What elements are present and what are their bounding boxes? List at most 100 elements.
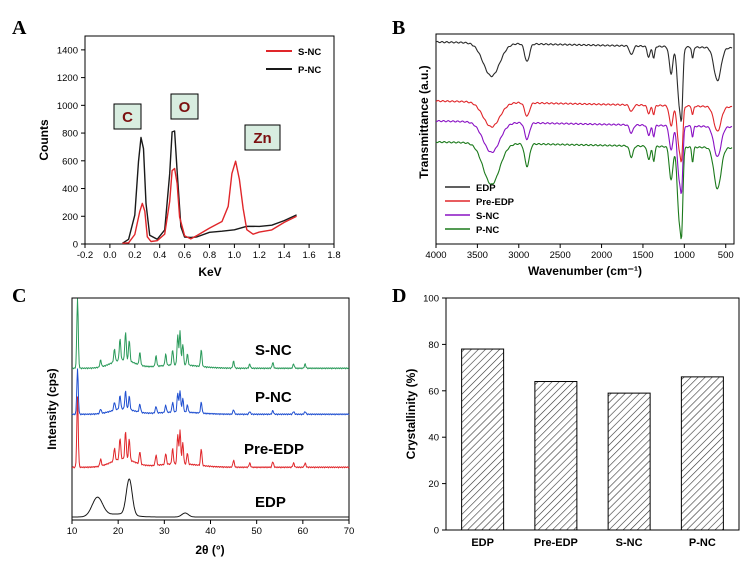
- b-x-tick-label: 4000: [425, 250, 446, 261]
- bar-category-label: EDP: [471, 537, 494, 549]
- d-y-tick-label: 100: [423, 294, 439, 305]
- a-x-tick-label: 1.6: [302, 250, 315, 261]
- d-y-tick-label: 60: [428, 386, 439, 397]
- c-x-tick-label: 70: [344, 526, 355, 537]
- peak-label-o: O: [179, 99, 191, 116]
- a-x-tick-label: 0.6: [178, 250, 191, 261]
- peak-box-o: [170, 93, 199, 120]
- panel-b-series-lines: [435, 40, 733, 240]
- panel-a-y-axis-title: Counts: [37, 119, 51, 161]
- c-x-tick-label: 60: [298, 526, 309, 537]
- crystallinity-bar: [534, 381, 578, 531]
- panel-d-y-ticks: 0 20 40 60 80 100: [423, 294, 446, 537]
- bar-category-label: Pre-EDP: [534, 537, 578, 549]
- a-y-tick-label: 1200: [57, 73, 78, 84]
- eds-line-snc: [122, 160, 297, 244]
- xrd-line-pnc: [71, 368, 350, 416]
- ftir-line-snc: [435, 119, 733, 195]
- panel-a-frame: [84, 35, 335, 245]
- a-x-tick-label: 0.2: [128, 250, 141, 261]
- panel-d-bars: EDP Pre-EDP S-NC P-NC: [461, 348, 724, 549]
- panel-c-x-ticks: 10 20 30 40 50 60 70: [67, 520, 355, 537]
- panel-c-xrd: 10 20 30 40 50 60 70 2θ (°) Intensity (cps) S-…: [45, 297, 355, 557]
- xrd-label-pnc: P-NC: [255, 389, 292, 406]
- a-x-tick-label: 1.2: [253, 250, 266, 261]
- panel-a-x-ticks: -0.2 0.0 0.2 0.4 0.6 0.8 1.0 1.2 1.4 1.6 1.8: [77, 244, 341, 261]
- peak-box-zn: [244, 124, 281, 151]
- panel-a-eds: -0.2 0.0 0.2 0.4 0.6 0.8 1.0 1.2 1.4 1.6 1.8 0 200 4…: [37, 35, 341, 279]
- crystallinity-bar: [461, 348, 505, 531]
- legend-b-label-snc: S-NC: [476, 211, 499, 222]
- bar-category-label: P-NC: [689, 537, 716, 549]
- crystallinity-bar: [680, 376, 724, 531]
- a-x-tick-label: 1.4: [278, 250, 291, 261]
- panel-c-series-lines: [71, 298, 350, 518]
- legend-b-label-pnc: P-NC: [476, 225, 499, 236]
- a-x-tick-label: 0.8: [203, 250, 216, 261]
- panel-c-x-axis-title: 2θ (°): [195, 543, 224, 557]
- panel-a-x-axis-title: KeV: [198, 265, 221, 279]
- xrd-label-pre-edp: Pre-EDP: [244, 441, 304, 458]
- panel-b-x-ticks: 4000 3500 3000 2500 2000 1500 1000 500: [425, 244, 734, 261]
- b-x-tick-label: 3500: [467, 250, 488, 261]
- a-y-tick-label: 1000: [57, 101, 78, 112]
- xrd-line-snc: [71, 298, 349, 370]
- panel-d-frame: [445, 297, 740, 531]
- peak-label-zn: Zn: [253, 130, 271, 147]
- ftir-line-pnc: [435, 140, 733, 240]
- panel-b-ftir: 4000 3500 3000 2500 2000 1500 1000 500 Wavenumb…: [417, 33, 735, 278]
- panel-d-crystallinity: 0 20 40 60 80 100 EDP Pre-EDP S-NC P-NC Crystall…: [404, 294, 740, 549]
- d-y-tick-label: 0: [434, 526, 439, 537]
- a-y-tick-label: 1400: [57, 45, 78, 56]
- legend-b-label-pre-edp: Pre-EDP: [476, 197, 515, 208]
- panel-letter-d: D: [392, 285, 406, 307]
- a-y-tick-label: 800: [62, 129, 78, 140]
- ftir-line-pre-edp: [435, 99, 733, 163]
- panel-a-y-ticks: 0 200 400 600 800 1000 1200 1400: [57, 45, 85, 251]
- a-x-tick-label: -0.2: [77, 250, 93, 261]
- panel-a-series-lines: [122, 130, 297, 244]
- b-x-tick-label: 1000: [674, 250, 695, 261]
- a-x-tick-label: 1.0: [228, 250, 241, 261]
- c-x-tick-label: 40: [205, 526, 216, 537]
- d-y-tick-label: 40: [428, 433, 439, 444]
- eds-line-pnc: [122, 130, 297, 244]
- c-x-tick-label: 10: [67, 526, 78, 537]
- peak-label-c: C: [122, 109, 133, 126]
- d-y-tick-label: 80: [428, 340, 439, 351]
- b-x-tick-label: 2000: [591, 250, 612, 261]
- xrd-label-snc: S-NC: [255, 342, 292, 359]
- d-y-tick-label: 20: [428, 479, 439, 490]
- legend-a-label-pnc: P-NC: [298, 65, 321, 76]
- panel-b-x-axis-title: Wavenumber (cm⁻¹): [528, 264, 642, 278]
- c-x-tick-label: 50: [251, 526, 262, 537]
- panel-c-y-axis-title: Intensity (cps): [45, 368, 59, 449]
- c-x-tick-label: 20: [113, 526, 124, 537]
- panel-letter-c: C: [12, 285, 26, 307]
- xrd-line-edp: [72, 478, 349, 518]
- a-x-tick-label: 1.8: [327, 250, 340, 261]
- b-x-tick-label: 500: [718, 250, 734, 261]
- crystallinity-bar: [607, 392, 651, 531]
- b-x-tick-label: 1500: [632, 250, 653, 261]
- bar-category-label: S-NC: [616, 537, 643, 549]
- panel-letter-b: B: [392, 17, 405, 39]
- b-x-tick-label: 3000: [508, 250, 529, 261]
- peak-box-c: [113, 103, 142, 130]
- xrd-line-pre-edp: [71, 396, 350, 469]
- a-y-tick-label: 400: [62, 184, 78, 195]
- panel-letter-a: A: [12, 17, 27, 39]
- a-y-tick-label: 0: [73, 240, 78, 251]
- legend-b-label-edp: EDP: [476, 183, 496, 194]
- panel-b-frame: [435, 33, 735, 245]
- a-x-tick-label: 0.0: [103, 250, 116, 261]
- a-y-tick-label: 600: [62, 156, 78, 167]
- b-x-tick-label: 2500: [550, 250, 571, 261]
- ftir-line-edp: [435, 40, 733, 122]
- panel-b-y-axis-title: Transmittance (a.u.): [417, 65, 431, 178]
- legend-a-label-snc: S-NC: [298, 47, 321, 58]
- xrd-label-edp: EDP: [255, 494, 286, 511]
- a-y-tick-label: 200: [62, 212, 78, 223]
- panel-d-y-axis-title: Crystallinity (%): [404, 369, 418, 460]
